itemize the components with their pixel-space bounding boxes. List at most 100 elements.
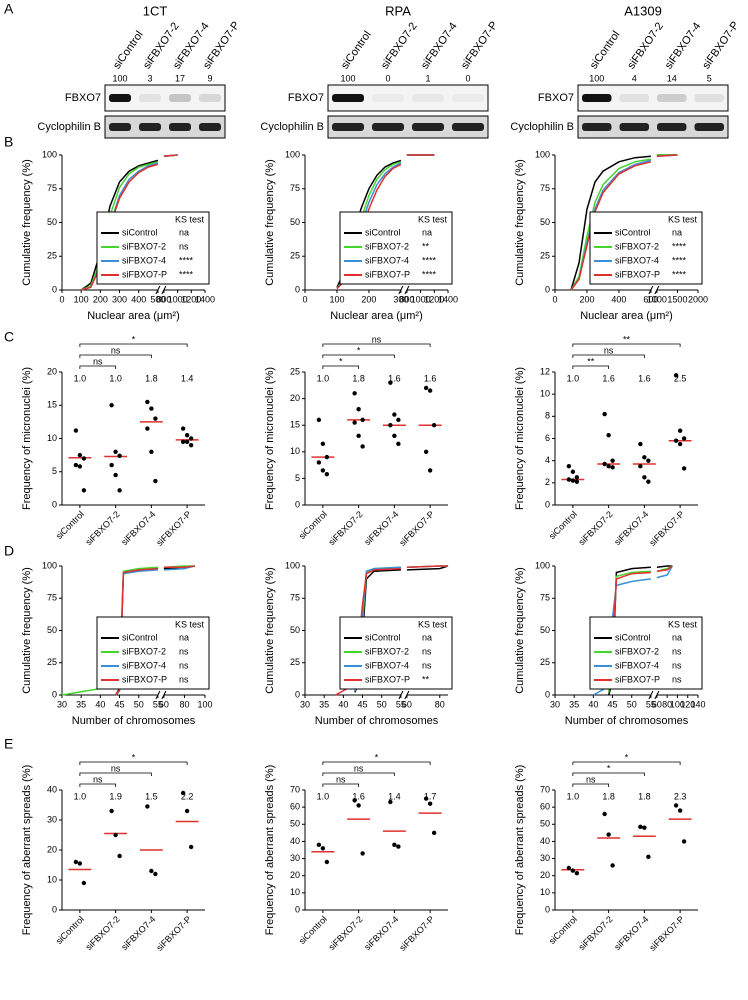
- sig-label: *: [375, 752, 379, 762]
- x-tick-label: 55: [396, 699, 406, 709]
- data-point: [316, 460, 322, 465]
- y-tick-label: 100: [535, 149, 550, 159]
- fold-label: 1.6: [602, 373, 615, 383]
- y-tick-label: 75: [540, 593, 550, 603]
- fold-label: 1.0: [567, 791, 580, 801]
- data-point: [180, 426, 186, 431]
- legend-title: KS test: [668, 619, 698, 629]
- x-tick-label: siControl: [54, 914, 86, 946]
- y-tick-label: 50: [540, 217, 550, 227]
- data-point: [642, 475, 647, 480]
- y-tick-label: 15: [290, 420, 300, 430]
- sig-bracket: [79, 783, 117, 787]
- sig-bracket: [322, 783, 360, 787]
- blot-band: [694, 94, 724, 102]
- y-tick-label: 30: [540, 853, 550, 863]
- sig-label: ns: [111, 763, 121, 773]
- data-point: [316, 842, 322, 848]
- blot-band: [412, 94, 444, 102]
- data-point: [324, 471, 330, 477]
- data-point: [427, 388, 433, 393]
- x-tick-label: siFBXO7-P: [154, 509, 193, 548]
- data-point: [77, 464, 83, 469]
- x-tick-label: siFBXO7-4: [119, 914, 157, 952]
- y-tick-label: 25: [540, 251, 550, 261]
- data-point: [646, 479, 651, 484]
- y-tick-label: 6: [545, 433, 550, 443]
- y-axis-label: Frequency of micronuclei (%): [264, 367, 276, 510]
- data-point: [356, 407, 361, 412]
- blot-frame: [104, 115, 226, 139]
- blot-band: [199, 94, 221, 102]
- data-point: [610, 863, 615, 868]
- sig-bracket: [322, 772, 395, 776]
- data-point: [145, 426, 150, 431]
- fold-label: 2.5: [674, 373, 687, 383]
- legend-stat: ns: [672, 646, 682, 656]
- x-tick-label: 50: [377, 699, 387, 709]
- lane-value: 1: [425, 73, 430, 83]
- x-tick-label: 140: [690, 699, 705, 709]
- data-point: [570, 478, 576, 483]
- legend-title: KS test: [175, 619, 205, 629]
- legend-label: siFBXO7-P: [615, 674, 660, 684]
- legend-label: siControl: [615, 632, 651, 642]
- data-point: [396, 844, 401, 849]
- blot-title: A1309: [624, 3, 662, 18]
- y-tick-label: 4: [545, 455, 550, 465]
- lane-value: 100: [112, 73, 127, 83]
- x-tick-label: 200: [361, 294, 376, 304]
- x-tick-label: 100: [74, 294, 89, 304]
- data-point: [184, 808, 190, 814]
- x-tick-label: 35: [76, 699, 86, 709]
- y-tick-label: 25: [290, 366, 300, 376]
- y-tick-label: 40: [290, 836, 300, 846]
- legend-stat: ns: [179, 674, 189, 684]
- data-point: [149, 868, 154, 874]
- sig-label: ns: [93, 356, 103, 366]
- data-point: [117, 453, 122, 458]
- y-tick-label: 75: [290, 183, 300, 193]
- y-tick-label: 10: [290, 887, 300, 897]
- data-point: [113, 832, 118, 838]
- legend-stat: ****: [672, 255, 687, 265]
- lane-label: siControl: [588, 29, 623, 71]
- data-point: [677, 428, 683, 433]
- y-tick-label: 100: [42, 149, 57, 159]
- lane-value: 100: [340, 73, 355, 83]
- legend-title: KS test: [418, 214, 448, 224]
- blot-title: 1CT: [143, 3, 168, 18]
- legend-label: siFBXO7-P: [122, 674, 167, 684]
- x-tick-label: 30: [57, 699, 67, 709]
- legend-stat: ns: [672, 660, 682, 670]
- blot-band: [139, 94, 161, 102]
- x-tick-label: 45: [358, 699, 368, 709]
- legend-stat: ****: [179, 269, 194, 279]
- x-tick-label: 1000: [168, 294, 188, 304]
- x-tick-label: 45: [115, 699, 125, 709]
- data-point: [388, 380, 393, 385]
- x-tick-label: siFBXO7-4: [612, 509, 650, 547]
- legend-label: siFBXO7-2: [365, 241, 409, 251]
- panel-letter: D: [4, 543, 14, 559]
- x-axis-label: Number of chromosomes: [72, 715, 196, 727]
- legend-label: siFBXO7-4: [615, 255, 659, 265]
- y-tick-label: 0: [52, 689, 57, 699]
- lane-label: siControl: [339, 29, 374, 71]
- sig-label: *: [132, 752, 136, 762]
- x-tick-label: siFBXO7-P: [647, 509, 686, 548]
- x-tick-label: 1400: [438, 294, 458, 304]
- data-point: [188, 442, 194, 448]
- fold-label: 1.9: [109, 791, 122, 801]
- x-tick-label: siControl: [297, 509, 329, 541]
- data-point: [153, 416, 158, 421]
- data-point: [81, 488, 87, 493]
- cdf-line: [80, 154, 178, 291]
- lane-value: 100: [589, 73, 604, 83]
- data-point: [324, 454, 330, 460]
- sig-label: *: [607, 763, 611, 773]
- y-tick-label: 0: [545, 904, 550, 914]
- data-point: [570, 868, 576, 873]
- x-tick-label: siFBXO7-4: [119, 509, 157, 547]
- data-point: [677, 808, 683, 813]
